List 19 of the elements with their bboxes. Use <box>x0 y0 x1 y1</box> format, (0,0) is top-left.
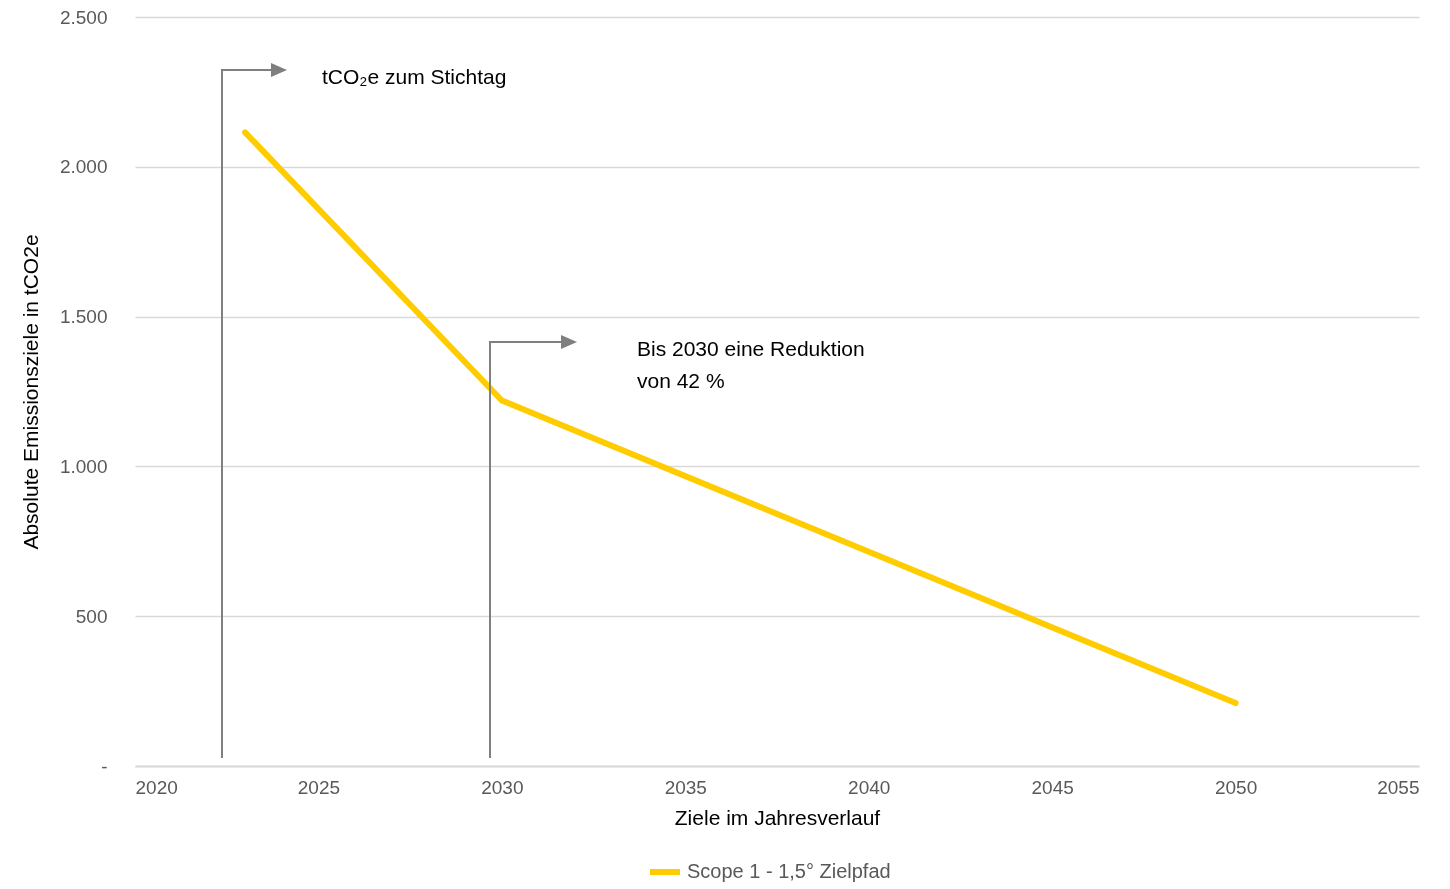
y-tick-label: 1.000 <box>59 455 108 477</box>
x-tick-label: 2030 <box>481 776 524 798</box>
x-tick-label: 2040 <box>848 776 891 798</box>
x-tick-label: 2050 <box>1214 776 1258 798</box>
x-axis-title: Ziele im Jahresverlauf <box>674 805 881 829</box>
y-tick-label: 2.500 <box>59 6 108 28</box>
y-tick-label: 500 <box>75 605 108 627</box>
x-tick-label: 2025 <box>297 776 341 798</box>
y-axis-title: Absolute Emissionsziele in tCO2e <box>18 234 42 550</box>
annotation: Bis 2030 eine Reduktion von 42 % <box>637 337 865 392</box>
x-tick-label: 2020 <box>135 776 178 798</box>
y-tick-label: - <box>101 755 108 777</box>
x-tick-label: 2035 <box>664 776 707 798</box>
x-tick-label: 2045 <box>1031 776 1074 798</box>
y-tick-label: 1.500 <box>59 306 108 328</box>
x-tick-label: 2055 <box>1377 776 1420 798</box>
y-tick-label: 2.000 <box>59 156 108 178</box>
annotation: tCO₂e zum Stichtag <box>322 65 507 88</box>
legend-label: Scope 1 - 1,5° Zielpfad <box>687 860 891 882</box>
